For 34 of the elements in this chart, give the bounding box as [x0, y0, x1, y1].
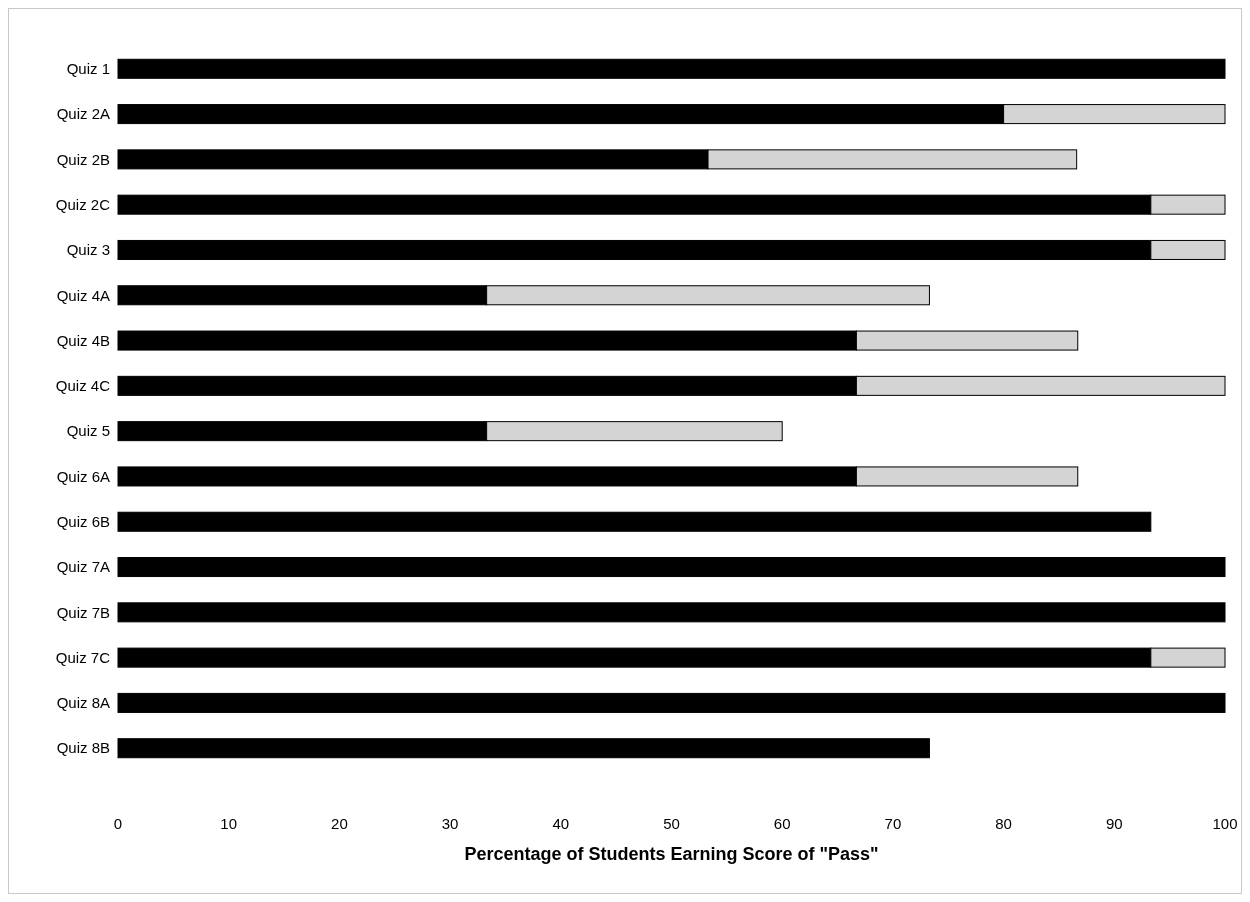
- x-tick-label: 40: [552, 815, 570, 832]
- x-axis-title: Percentage of Students Earning Score of "Pass": [464, 844, 879, 864]
- y-tick-label: Quiz 7B: [56, 603, 110, 621]
- y-tick-label: Quiz 4A: [56, 286, 110, 304]
- x-tick-label: 20: [331, 815, 348, 832]
- y-tick-label: Quiz 2A: [56, 105, 110, 123]
- y-tick-label: Quiz 5: [66, 422, 110, 440]
- x-tick-label: 90: [1105, 815, 1123, 832]
- y-tick-label: Quiz 6A: [56, 467, 110, 485]
- y-tick-label: Quiz 4C: [55, 377, 111, 395]
- y-tick-label: Quiz 1: [66, 60, 110, 78]
- y-tick-label: Quiz 7C: [55, 648, 111, 666]
- x-tick-label: 60: [773, 815, 791, 832]
- y-tick-label: Quiz 8A: [56, 694, 110, 712]
- x-tick-label: 80: [995, 815, 1012, 832]
- x-tick-label: 100: [1212, 815, 1238, 832]
- bar: [117, 557, 1226, 578]
- x-tick-label: 10: [220, 815, 238, 832]
- y-tick-label: Quiz 3: [66, 241, 110, 259]
- x-tick-label: 70: [884, 815, 902, 832]
- x-tick-label: 30: [441, 815, 459, 832]
- x-tick-label: 50: [663, 815, 680, 832]
- y-tick-label: Quiz 7A: [56, 558, 110, 576]
- y-tick-label: Quiz 2C: [55, 195, 111, 213]
- y-tick-label: Quiz 2B: [56, 150, 110, 168]
- bar: [117, 692, 1226, 713]
- x-tick-label: 0: [113, 815, 123, 832]
- bar: [117, 602, 1226, 623]
- y-tick-label: Quiz 4B: [56, 331, 110, 349]
- y-tick-label: Quiz 6B: [56, 512, 110, 530]
- bar: [117, 511, 1152, 532]
- y-tick-label: Quiz 8B: [56, 739, 110, 757]
- bar: [117, 58, 1226, 79]
- bar: [117, 738, 930, 759]
